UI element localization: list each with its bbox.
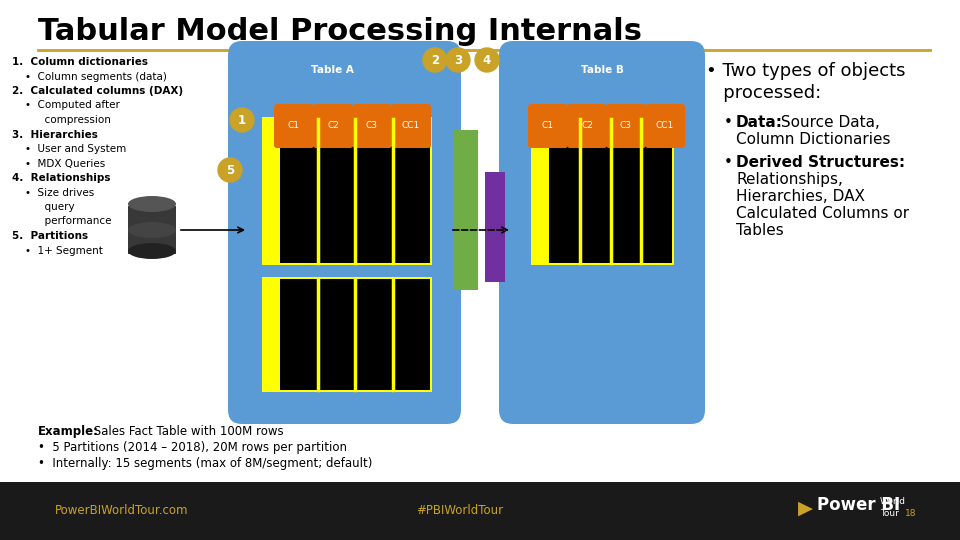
Text: • Two types of objects
   processed:: • Two types of objects processed: — [706, 62, 905, 102]
Text: Source Data,: Source Data, — [776, 115, 880, 130]
Text: 4: 4 — [483, 53, 492, 66]
FancyBboxPatch shape — [313, 104, 353, 148]
Bar — [454, 130, 478, 290]
Ellipse shape — [128, 243, 176, 259]
Text: PowerBIWorldTour.com: PowerBIWorldTour.com — [55, 504, 188, 517]
Text: CC1: CC1 — [402, 122, 420, 131]
Text: 18: 18 — [905, 510, 917, 518]
Text: Tables: Tables — [736, 223, 783, 238]
Text: Calculated Columns or: Calculated Columns or — [736, 206, 909, 221]
Text: •  MDX Queries: • MDX Queries — [12, 159, 106, 168]
FancyBboxPatch shape — [499, 41, 705, 424]
FancyBboxPatch shape — [528, 104, 568, 148]
Text: Derived Structures:: Derived Structures: — [736, 155, 905, 170]
Text: 3.  Hierarchies: 3. Hierarchies — [12, 130, 98, 139]
Text: •: • — [724, 115, 732, 130]
FancyBboxPatch shape — [567, 104, 607, 148]
Text: 2: 2 — [431, 53, 439, 66]
Text: •  5 Partitions (2014 – 2018), 20M rows per partition: • 5 Partitions (2014 – 2018), 20M rows p… — [38, 441, 347, 454]
Text: Relationships,: Relationships, — [736, 172, 843, 187]
Text: compression: compression — [12, 115, 110, 125]
Text: C3: C3 — [620, 122, 632, 131]
Text: Power BI: Power BI — [817, 496, 900, 514]
Text: performance: performance — [12, 217, 111, 226]
Text: •: • — [724, 155, 732, 170]
Text: 1.  Column dictionaries: 1. Column dictionaries — [12, 57, 148, 67]
Bar — [531, 117, 674, 265]
Bar — [0, 482, 960, 540]
FancyBboxPatch shape — [352, 104, 392, 148]
Ellipse shape — [128, 196, 176, 212]
Text: ▶: ▶ — [798, 498, 813, 517]
Text: •  Size drives: • Size drives — [12, 187, 94, 198]
Bar — [262, 277, 432, 392]
Text: Sales Fact Table with 100M rows: Sales Fact Table with 100M rows — [90, 425, 283, 438]
FancyBboxPatch shape — [645, 104, 685, 148]
Text: World: World — [880, 497, 906, 507]
Text: Column Dictionaries: Column Dictionaries — [736, 132, 891, 147]
Text: 3: 3 — [454, 53, 462, 66]
Text: CC1: CC1 — [656, 122, 674, 131]
Text: C1: C1 — [288, 122, 300, 131]
FancyBboxPatch shape — [391, 104, 431, 148]
Text: 4.  Relationships: 4. Relationships — [12, 173, 110, 183]
Text: query: query — [12, 202, 75, 212]
Text: #PBIWorldTour: #PBIWorldTour — [417, 504, 504, 517]
Text: C1: C1 — [542, 122, 554, 131]
Circle shape — [446, 48, 470, 72]
Bar — [280, 279, 430, 390]
Text: C3: C3 — [366, 122, 378, 131]
Text: Partition 2: Partition 2 — [267, 315, 276, 354]
FancyBboxPatch shape — [274, 104, 314, 148]
Text: Data:: Data: — [736, 115, 783, 130]
Ellipse shape — [128, 222, 176, 238]
Text: •  User and System: • User and System — [12, 144, 127, 154]
Text: Example:: Example: — [38, 425, 99, 438]
Bar — [549, 119, 672, 263]
FancyBboxPatch shape — [228, 41, 461, 424]
Circle shape — [423, 48, 447, 72]
Text: 1: 1 — [238, 113, 246, 126]
Bar — [262, 117, 432, 265]
Text: Table A: Table A — [311, 65, 353, 75]
Text: Tabular Model Processing Internals: Tabular Model Processing Internals — [38, 17, 642, 46]
Bar — [280, 119, 430, 263]
Circle shape — [475, 48, 499, 72]
Bar — [485, 172, 505, 282]
Text: C2: C2 — [581, 122, 593, 131]
Text: 5: 5 — [226, 164, 234, 177]
FancyBboxPatch shape — [128, 206, 176, 254]
Text: C2: C2 — [327, 122, 339, 131]
Text: •  Column segments (data): • Column segments (data) — [12, 71, 167, 82]
Text: •  Computed after: • Computed after — [12, 100, 120, 111]
Text: 5.  Partitions: 5. Partitions — [12, 231, 88, 241]
Text: •  Internally: 15 segments (max of 8M/segment; default): • Internally: 15 segments (max of 8M/seg… — [38, 457, 372, 470]
Text: Partition 1: Partition 1 — [267, 171, 276, 211]
Text: Partition 1: Partition 1 — [536, 171, 544, 211]
Circle shape — [218, 158, 242, 182]
Text: •  1+ Segment: • 1+ Segment — [12, 246, 103, 255]
FancyBboxPatch shape — [606, 104, 646, 148]
Text: 2.  Calculated columns (DAX): 2. Calculated columns (DAX) — [12, 86, 183, 96]
Text: Table B: Table B — [581, 65, 623, 75]
Text: Tour: Tour — [880, 510, 899, 518]
Text: Hierarchies, DAX: Hierarchies, DAX — [736, 189, 865, 204]
Circle shape — [230, 108, 254, 132]
